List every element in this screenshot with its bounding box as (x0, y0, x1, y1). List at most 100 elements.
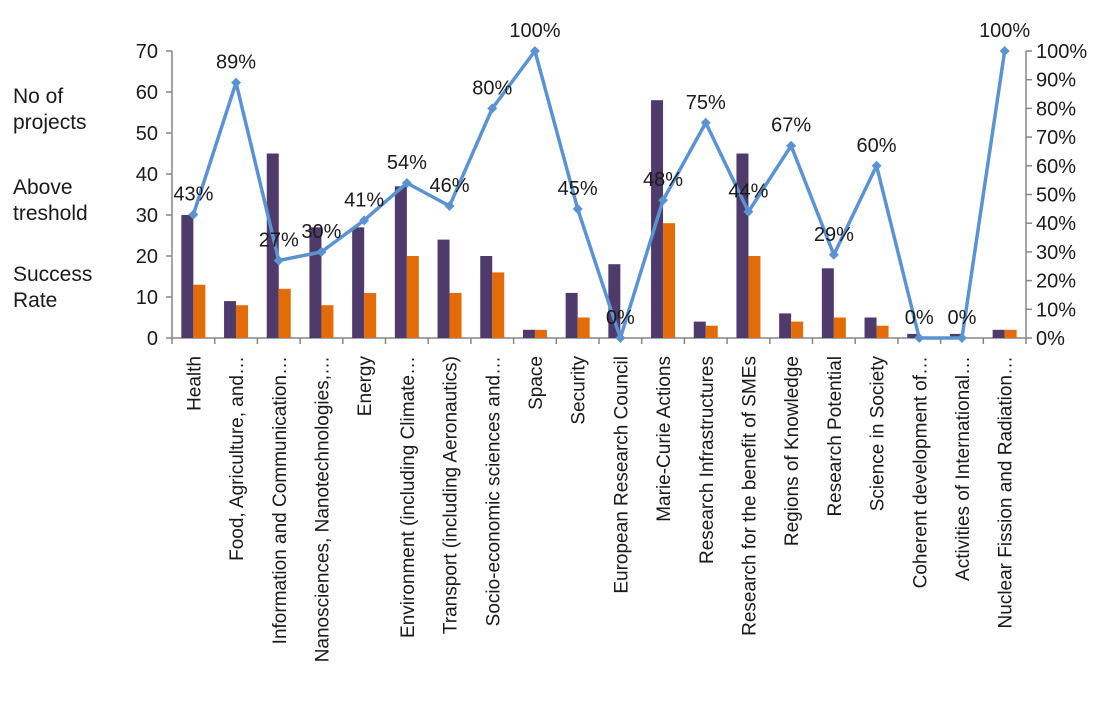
success-rate-data-label: 27% (259, 230, 299, 252)
bar-above-threshold (1004, 329, 1017, 338)
success-rate-data-label: 48% (643, 169, 683, 191)
bar-above-threshold (833, 317, 846, 338)
bar-above-threshold (406, 256, 419, 338)
bar-projects (907, 333, 920, 338)
bar-projects (309, 227, 322, 338)
success-rate-marker (444, 200, 455, 211)
success-rate-data-label: 67% (771, 115, 811, 137)
bar-above-threshold (236, 305, 249, 338)
success-rate-data-label: 60% (857, 135, 897, 157)
success-rate-marker (572, 203, 583, 214)
category-label: Nanosciences, Nanotechnologies,… (312, 356, 333, 662)
category-label: Research Potential (825, 356, 846, 517)
bar-projects (992, 329, 1005, 338)
category-label: Food, Agriculture, and… (227, 356, 248, 561)
category-label: Regions of Knowledge (782, 356, 803, 546)
left-tick-label: 20 (136, 246, 158, 268)
bar-projects (779, 313, 792, 338)
success-rate-data-label: 0% (606, 307, 635, 329)
right-tick-label: 70% (1036, 127, 1076, 149)
right-tick-label: 10% (1036, 299, 1076, 321)
right-tick-label: 30% (1036, 242, 1076, 264)
bar-projects (181, 215, 194, 338)
success-rate-marker (615, 333, 626, 343)
success-rate-marker (914, 333, 925, 343)
success-rate-data-label: 43% (173, 184, 213, 206)
bar-above-threshold (449, 292, 462, 338)
bar-projects (224, 301, 237, 338)
bar-projects (437, 239, 450, 338)
category-label: Socio-economic sciences and… (483, 356, 504, 626)
bar-above-threshold (705, 325, 718, 338)
category-label: Environment (including Climate… (398, 356, 419, 638)
bar-above-threshold (321, 305, 334, 338)
bar-projects (949, 333, 962, 338)
success-rate-marker (401, 178, 412, 189)
category-label: Security (569, 356, 590, 425)
bar-above-threshold (791, 321, 804, 338)
success-rate-data-label: 29% (814, 224, 854, 246)
success-rate-marker (188, 209, 199, 220)
success-rate-marker (743, 206, 754, 217)
success-rate-marker (956, 333, 967, 343)
success-rate-marker (871, 160, 882, 171)
bar-projects (522, 329, 535, 338)
right-tick-label: 50% (1036, 185, 1076, 207)
bar-projects (565, 292, 578, 338)
success-rate-marker (999, 46, 1010, 56)
success-rate-marker (359, 215, 370, 226)
bar-projects (480, 256, 493, 338)
legend-label-success-rate: Success Rate (13, 263, 93, 312)
right-tick-label: 90% (1036, 70, 1076, 92)
legend-label-above-threshold: Above treshold (13, 176, 88, 225)
category-label: Research for the benefit of SMEs (739, 356, 760, 636)
bar-projects (266, 153, 279, 338)
category-label: Research Infrastructures (697, 356, 718, 564)
category-label: Activities of International… (953, 356, 974, 581)
category-label: Health (184, 356, 205, 411)
category-label: Marie-Curie Actions (654, 356, 675, 522)
success-rate-marker (487, 103, 498, 114)
bar-projects (693, 321, 706, 338)
right-tick-label: 40% (1036, 213, 1076, 235)
category-label: Transport (including Aeronautics) (441, 356, 462, 634)
bar-above-threshold (534, 329, 547, 338)
bar-above-threshold (577, 317, 590, 338)
category-label: Information and Communication… (270, 356, 291, 644)
success-rate-marker (529, 46, 540, 56)
bar-projects (352, 227, 365, 338)
left-tick-label: 0 (147, 328, 158, 350)
bar-above-threshold (193, 284, 206, 338)
success-rate-data-label: 0% (947, 307, 976, 329)
bar-above-threshold (492, 272, 505, 338)
left-tick-label: 70 (136, 41, 158, 63)
right-tick-label: 60% (1036, 156, 1076, 178)
success-rate-data-label: 41% (344, 189, 384, 211)
success-rate-data-label: 89% (216, 52, 256, 74)
bar-projects (821, 268, 834, 338)
category-label: Energy (355, 356, 376, 417)
bar-above-threshold (364, 292, 377, 338)
right-tick-label: 0% (1036, 328, 1065, 350)
success-rate-marker (231, 77, 242, 88)
legend-label-projects: No of projects (13, 85, 87, 134)
success-rate-data-label: 45% (558, 178, 598, 200)
success-rate-line (191, 49, 1007, 340)
success-rate-marker (658, 195, 669, 206)
bar-projects (608, 264, 621, 338)
success-rate-data-label: 75% (686, 92, 726, 114)
bar-above-threshold (278, 288, 291, 338)
left-tick-label: 40 (136, 164, 158, 186)
success-rate-marker (316, 246, 327, 257)
success-rate-data-label: 46% (430, 175, 470, 197)
category-label: Coherent development of… (910, 356, 931, 588)
left-tick-label: 10 (136, 287, 158, 309)
success-rate-data-label: 44% (728, 181, 768, 203)
right-tick-label: 20% (1036, 271, 1076, 293)
success-rate-data-label: 0% (905, 307, 934, 329)
success-rate-data-label: 100% (509, 20, 560, 42)
success-rate-data-label: 30% (301, 221, 341, 243)
bar-above-threshold (663, 223, 676, 338)
success-rate-marker (700, 117, 711, 128)
